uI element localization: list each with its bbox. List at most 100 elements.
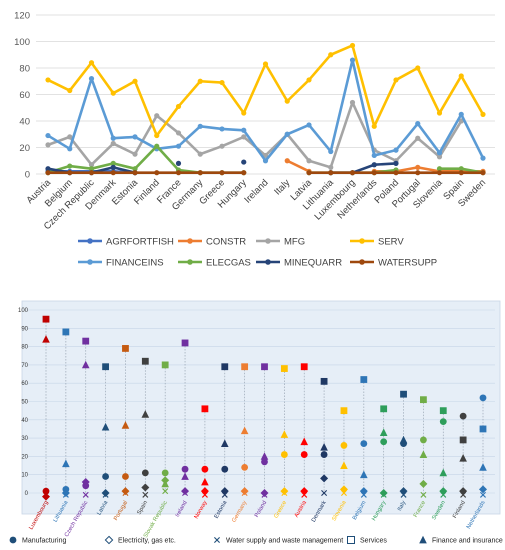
- point-financeins-lithuania: [328, 148, 334, 155]
- marker-circle-poland: [261, 458, 268, 466]
- point-financeins-ireland: [262, 158, 269, 164]
- point-minequarr-poland: [393, 160, 399, 166]
- marker-diamond-czech-republic: [81, 478, 90, 487]
- point-watersupp-portugal: [415, 170, 421, 176]
- marker-square-denmark: [320, 377, 328, 385]
- marker-circle-netherlands: [479, 394, 487, 402]
- legend-swatch-dot: [359, 238, 365, 244]
- legend-swatch-dot: [265, 238, 271, 244]
- marker-circle-ireland: [181, 465, 189, 473]
- marker-square-sweden: [439, 407, 447, 415]
- point-financeins-sweden: [480, 155, 486, 161]
- point-mfg-hungary: [241, 134, 247, 140]
- point-financeins-latvia: [306, 122, 312, 128]
- point-minequarr-hungary: [241, 159, 247, 165]
- marker-triangle-czech-republic: [81, 360, 90, 369]
- series-manufacturing: [42, 394, 487, 495]
- legend-swatch-dot: [359, 259, 365, 265]
- point-serv-greece: [219, 79, 225, 86]
- point-financeins-spain: [458, 111, 464, 117]
- legend: Manufacturing Electricity, gas etc. Water …: [9, 535, 503, 545]
- legend-item-serv: SERV: [350, 237, 404, 248]
- marker-square-portugal: [122, 345, 129, 352]
- x-stroke: [321, 490, 328, 496]
- marker-x-portugal: [122, 490, 129, 496]
- point-watersupp-germany: [197, 170, 203, 176]
- legend-item-financeins: FINANCEINS: [78, 258, 164, 269]
- legend-label: MINEQUARR: [284, 258, 342, 269]
- point-mfg-portugal: [415, 135, 421, 141]
- marker-triangle-sweden: [439, 468, 448, 477]
- marker-diamond-greece: [280, 487, 289, 496]
- point-mfg-slovenia: [436, 154, 443, 160]
- point-serv-france: [175, 103, 182, 110]
- legend-item-services: Services: [347, 536, 387, 545]
- point-minequarr-netherlands: [371, 162, 377, 168]
- marker-diamond-france: [419, 479, 428, 488]
- marker-triangle-greece: [280, 430, 289, 438]
- legend-label: SERV: [378, 237, 404, 248]
- legend-label: Manufacturing: [22, 538, 66, 545]
- marker-circle-greece: [280, 451, 288, 458]
- legend-item-water-supply-and-waste-management: Water supply and waste management: [214, 537, 343, 545]
- point-financeins-poland: [393, 147, 399, 153]
- point-mfg-latvia: [306, 158, 312, 164]
- x-stroke: [82, 491, 89, 498]
- y-tick-label: 40: [21, 418, 28, 424]
- marker-x-netherlands: [480, 491, 486, 498]
- marker-x-estonia: [221, 491, 228, 498]
- x-tick-ireland: Ireland: [242, 177, 270, 205]
- point-serv-czech-republic: [88, 60, 95, 66]
- marker-triangle-latvia: [101, 422, 110, 431]
- series-serv: [45, 42, 486, 139]
- marker-triangle-poland: [260, 452, 269, 460]
- legend-swatch-dot: [87, 259, 93, 265]
- point-mfg-austria: [45, 142, 51, 148]
- point-serv-ireland: [262, 61, 269, 67]
- series-lines: [45, 42, 486, 176]
- legend-swatch-dot: [187, 238, 193, 244]
- point-watersupp-czech-republic: [88, 170, 95, 176]
- point-serv-poland: [393, 77, 399, 83]
- marker-x-denmark: [321, 490, 328, 496]
- point-mfg-lithuania: [328, 164, 334, 170]
- marker-diamond-germany: [240, 487, 249, 496]
- point-financeins-austria: [45, 132, 51, 139]
- legend-swatch-diamond: [104, 535, 114, 545]
- marker-square-finland: [459, 436, 467, 444]
- marker-circle-france: [420, 436, 427, 444]
- legend-swatch-dot: [187, 259, 193, 265]
- point-serv-slovenia: [436, 110, 443, 116]
- marker-triangle-ireland: [181, 472, 189, 480]
- point-watersupp-sweden: [480, 170, 486, 176]
- marker-circle-sweden: [439, 418, 447, 426]
- y-tick-label: 80: [19, 64, 30, 75]
- point-serv-estonia: [132, 78, 138, 84]
- legend-label: Electricity, gas etc.: [118, 538, 176, 545]
- x-stroke: [460, 491, 467, 498]
- point-elecgas-belgium: [67, 163, 73, 169]
- marker-triangle-spain: [141, 410, 150, 418]
- marker-x-slovenia: [340, 490, 347, 496]
- y-tick-label: 40: [19, 117, 30, 128]
- marker-diamond-ireland: [181, 487, 190, 496]
- marker-triangle-hungary: [379, 428, 388, 437]
- x-stroke: [261, 491, 268, 498]
- marker-triangle-portugal: [121, 421, 130, 429]
- marker-square-austria: [300, 363, 308, 371]
- series-line-mfg: [47, 101, 463, 169]
- point-financeins-belgium: [67, 146, 73, 152]
- point-financeins-luxembourg: [349, 57, 356, 63]
- point-watersupp-slovenia: [436, 170, 443, 176]
- legend-label: Services: [360, 538, 387, 545]
- point-watersupp-latvia: [306, 170, 312, 176]
- point-watersupp-finland: [154, 170, 160, 176]
- point-minequarr-austria: [45, 166, 51, 172]
- point-elecgas-estonia: [132, 166, 138, 172]
- point-watersupp-hungary: [241, 170, 247, 176]
- marker-x-germany: [241, 490, 248, 496]
- y-tick-label: 90: [21, 326, 28, 332]
- marker-circle-belgium: [360, 440, 368, 447]
